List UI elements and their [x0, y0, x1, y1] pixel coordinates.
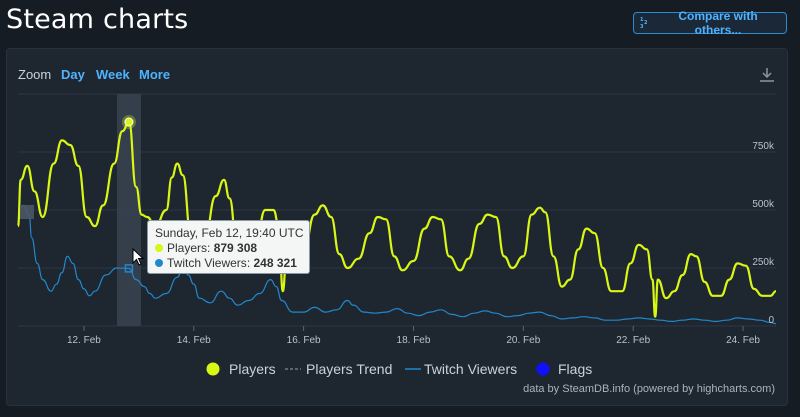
legend-twitch-label: Twitch Viewers: [424, 361, 518, 377]
tooltip-players-row: Players: 879 308: [155, 241, 302, 256]
chart-credit: data by SteamDB.info (powered by highcha…: [523, 383, 775, 395]
twitch-hover-point: [124, 264, 134, 273]
compare-button-label: Compare with others...: [678, 9, 758, 37]
x-tick-label: 14. Feb: [177, 335, 211, 346]
x-tick-label: 20. Feb: [506, 335, 540, 346]
download-icon[interactable]: [758, 66, 776, 84]
tooltip-date: Sunday, Feb 12, 19:40 UTC: [155, 226, 304, 240]
legend-players[interactable]: Players: [205, 361, 276, 377]
y-tick-label: 0: [768, 315, 774, 326]
twitch-dot-icon: [155, 259, 163, 267]
flag-marker: [20, 205, 34, 219]
tooltip-players-value: 879 308: [213, 241, 258, 255]
legend-players-label: Players: [229, 361, 276, 377]
svg-text:1: 1: [640, 17, 644, 23]
trend-legend-icon: [285, 368, 301, 370]
players-series-line: [16, 120, 777, 318]
players-dot-icon: [155, 244, 163, 252]
legend-flags-label: Flags: [558, 361, 593, 377]
flags-legend-icon: [536, 362, 550, 376]
chart-legend: Players Players Trend Twitch Viewers Fla…: [0, 361, 800, 379]
zoom-more-button[interactable]: More: [139, 67, 171, 82]
legend-trend-label: Players Trend: [306, 361, 393, 377]
legend-players-trend[interactable]: Players Trend: [285, 361, 392, 377]
tooltip-twitch-row: Twitch Viewers: 248 321: [155, 256, 302, 271]
legend-twitch-viewers[interactable]: Twitch Viewers: [405, 361, 517, 377]
x-tick-label: 18. Feb: [397, 335, 431, 346]
twitch-legend-icon: [405, 368, 421, 370]
mouse-cursor-icon: [132, 247, 146, 273]
zoom-week-button[interactable]: Week: [96, 67, 130, 82]
zoom-label: Zoom: [18, 67, 52, 82]
x-tick-label: 22. Feb: [616, 335, 650, 346]
players-legend-icon: [206, 362, 220, 376]
legend-flags[interactable]: Flags: [535, 361, 592, 377]
y-tick-label: 500k: [752, 199, 775, 210]
chart-tooltip: Sunday, Feb 12, 19:40 UTC Players: 879 3…: [147, 220, 310, 274]
x-tick-label: 16. Feb: [287, 335, 321, 346]
page-title: Steam charts: [6, 4, 189, 35]
tooltip-players-label: Players: [167, 241, 208, 255]
x-tick-label: 24. Feb: [726, 335, 760, 346]
tooltip-twitch-value: 248 321: [253, 256, 297, 270]
x-tick-label: 12. Feb: [67, 335, 101, 346]
tooltip-twitch-label: Twitch Viewers: [167, 256, 247, 270]
twitch-series-line: [17, 204, 777, 325]
y-tick-label: 750k: [752, 141, 775, 152]
y-tick-label: 250k: [752, 257, 775, 268]
svg-text:3: 3: [640, 24, 644, 28]
zoom-day-button[interactable]: Day: [61, 67, 85, 82]
svg-text:2: 2: [644, 20, 648, 26]
players-hover-point: [124, 117, 134, 127]
